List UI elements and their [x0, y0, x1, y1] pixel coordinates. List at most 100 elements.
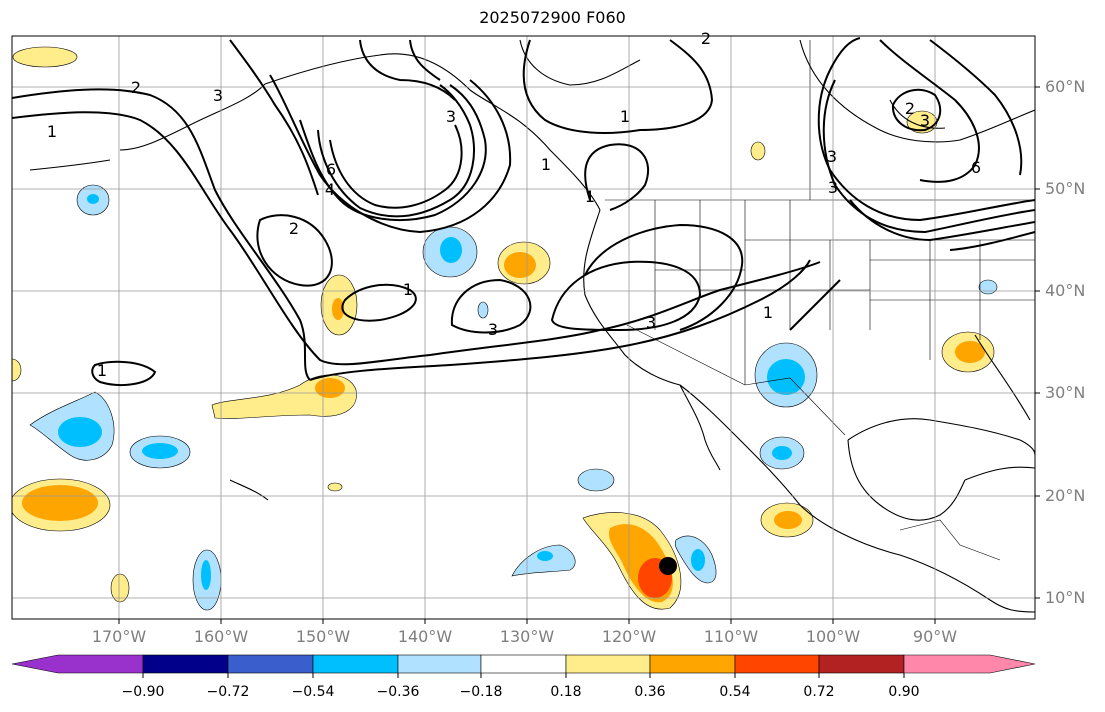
contour-line: [929, 39, 1023, 176]
negative-anomaly-patch: [772, 446, 792, 460]
positive-anomaly-patch: [955, 341, 985, 363]
contour-label: 3: [488, 320, 498, 339]
contour-label: 2: [905, 99, 915, 118]
contour-label: 3: [828, 178, 838, 197]
negative-anomaly-patch: [201, 560, 211, 590]
longitude-label: 100°W: [805, 627, 861, 646]
colorbar-segment: [397, 654, 482, 674]
negative-anomaly-patch: [58, 417, 102, 447]
negative-anomaly-patch: [440, 237, 462, 263]
negative-anomaly-patch: [577, 468, 615, 492]
contour-line: [550, 260, 702, 332]
positive-anomaly-patch: [22, 485, 98, 521]
positive-anomaly-patch: [504, 252, 536, 278]
storm-position-marker: [659, 557, 677, 575]
contour-label: 3: [213, 86, 223, 105]
anomaly-shading: [12, 46, 998, 611]
contour-label: 1: [620, 107, 630, 126]
contour-line: [269, 74, 512, 234]
longitude-label: 170°W: [91, 627, 147, 646]
negative-anomaly-patch: [537, 551, 553, 561]
contour-label: 4: [325, 180, 335, 199]
latitude-label: 10°N: [1045, 588, 1086, 607]
contour-label: 1: [763, 303, 773, 322]
longitude-label: 130°W: [499, 627, 555, 646]
contour-line: [822, 79, 1035, 234]
longitude-label: 90°W: [912, 627, 958, 646]
colorbar-segment: [11, 654, 144, 674]
negative-anomaly-patch: [691, 549, 705, 571]
colorbar-tick-label: −0.36: [376, 684, 420, 700]
colorbar-tick-label: −0.54: [291, 684, 335, 700]
contour-line: [891, 88, 942, 132]
colorbar-tick-label: 0.36: [634, 684, 666, 700]
contour-line: [584, 223, 744, 331]
contour-line: [229, 39, 319, 196]
positive-anomaly-patch: [315, 378, 345, 398]
colorbar-tick-label: 0.72: [803, 684, 835, 700]
contour-line: [949, 231, 1035, 251]
contour-label: 3: [920, 111, 930, 130]
colorbar-segment: [734, 654, 820, 674]
positive-anomaly-patch: [774, 511, 802, 529]
contour-label: 3: [646, 313, 656, 332]
contour-label: 3: [827, 147, 837, 166]
positive-anomaly-patch: [12, 358, 22, 382]
contour-line: [450, 278, 532, 334]
contour-line: [91, 360, 157, 386]
contour-label: 6: [326, 160, 336, 179]
latitude-label: 50°N: [1045, 179, 1086, 198]
colorbar-tick-label: −0.18: [459, 684, 503, 700]
negative-anomaly-patch: [767, 359, 805, 395]
colorbar-segment: [480, 654, 567, 674]
contour-label: 2: [701, 29, 711, 48]
contour-line: [341, 283, 417, 322]
height-contours: [12, 37, 1035, 386]
contour-label: 6: [971, 158, 981, 177]
map-frame-background: [12, 36, 1035, 619]
latitude-label: 60°N: [1045, 77, 1086, 96]
positive-anomaly-patch: [750, 141, 766, 161]
longitude-label: 160°W: [193, 627, 249, 646]
positive-anomaly-patch: [110, 573, 130, 603]
contour-label: 1: [585, 187, 595, 206]
latitude-label: 40°N: [1045, 281, 1086, 300]
contour-line: [584, 143, 650, 211]
contour-line: [12, 88, 311, 381]
contour-label: 2: [289, 219, 299, 238]
colorbar: [11, 654, 1036, 678]
coastlines: [29, 39, 1035, 613]
contour-line: [329, 124, 463, 209]
latitude-label: 20°N: [1045, 486, 1086, 505]
contour-line: [409, 39, 441, 81]
map-frame-border: [11, 35, 1036, 620]
contour-label: 1: [47, 122, 57, 141]
contour-label: 1: [97, 361, 107, 380]
contour-line: [317, 84, 475, 218]
longitude-label: 150°W: [295, 627, 351, 646]
contour-line: [359, 39, 456, 101]
negative-anomaly-patch: [978, 279, 998, 295]
longitude-label: 140°W: [397, 627, 453, 646]
colorbar-segment: [312, 654, 399, 674]
contour-label-group: 1 2 3 1 2 3 6 4 1 3 1 3 1 2 3 6 3 2 3 1 …: [47, 29, 981, 380]
colorbar-segment: [818, 654, 905, 674]
positive-anomaly-patch: [332, 298, 344, 320]
colorbar-tick-label: −0.72: [206, 684, 250, 700]
longitude-label: 110°W: [703, 627, 759, 646]
map-title: 2025072900 F060: [479, 8, 626, 27]
contour-label: 3: [446, 107, 456, 126]
negative-anomaly-patch: [477, 301, 489, 319]
colorbar-segment: [903, 654, 1036, 674]
colorbar-tick-label: 0.90: [888, 684, 920, 700]
political-borders: [605, 40, 1035, 561]
longitude-label: 120°W: [601, 627, 657, 646]
contour-label: 1: [403, 280, 413, 299]
contour-line: [817, 37, 1035, 222]
axis-ticks: [118, 86, 1040, 624]
contour-label: 1: [541, 155, 551, 174]
contour-line: [849, 199, 1035, 242]
contour-line: [789, 279, 841, 331]
contour-line: [256, 214, 333, 287]
